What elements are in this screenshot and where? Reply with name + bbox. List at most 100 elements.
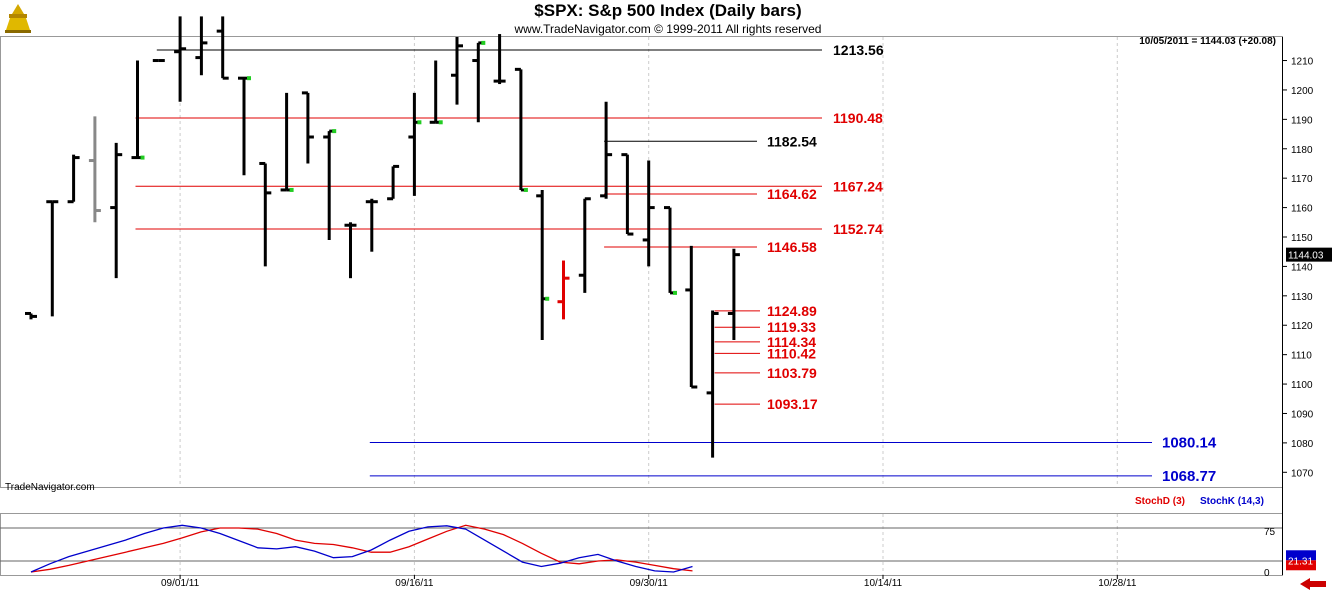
ohlc-bar	[238, 76, 251, 176]
level-label: 1152.74	[833, 221, 883, 237]
ohlc-bar	[46, 200, 59, 317]
y-tick-label: 1140	[1291, 262, 1313, 273]
legend-stochk: StochK (14,3)	[1200, 496, 1264, 507]
level-label: 1124.89	[767, 303, 817, 319]
level-lines: 1213.56 1190.48 1182.54 1167.24 1164.62 1152.…	[135, 42, 1217, 485]
level-label: 1110.42	[767, 345, 816, 361]
y-tick-label: 1200	[1291, 86, 1314, 97]
ohlc-bar	[706, 310, 719, 458]
y-tick-label: 1190	[1291, 115, 1313, 126]
ohlc-bar	[514, 67, 528, 192]
level-label: 1164.62	[767, 186, 817, 202]
scroll-right-arrow-icon[interactable]	[1300, 578, 1326, 590]
indicator-panel-frame	[0, 513, 1283, 576]
signal-marker	[438, 120, 443, 125]
ohlc-bar	[216, 16, 229, 80]
grid	[0, 36, 1283, 576]
ohlc-bar	[88, 116, 101, 223]
y-tick-label: 1120	[1291, 321, 1313, 332]
x-tick-label: 09/16/11	[395, 578, 434, 589]
price-bars	[25, 16, 740, 458]
ohlc-bar	[323, 129, 337, 240]
stoch-last-label: 21.31	[1288, 556, 1313, 567]
ohlc-bar	[493, 34, 506, 85]
y-tick-label: 1100	[1291, 380, 1313, 391]
ohlc-bar	[451, 37, 463, 105]
y-tick-label: 1110	[1291, 351, 1312, 362]
ohlc-bar	[664, 206, 677, 295]
tradenavigator-logo-icon[interactable]	[2, 2, 34, 34]
signal-marker	[247, 76, 251, 81]
stochastic-panel: 0 75 21.31	[0, 524, 1316, 579]
ohlc-bar	[67, 154, 80, 204]
signal-marker	[332, 129, 337, 134]
copyright-text: www.TradeNavigator.com © 1999-2011 All r…	[514, 22, 822, 36]
last-price-label: 1144.03	[1288, 251, 1324, 262]
ohlc-bar	[195, 16, 208, 76]
stoch-y-tick-label: 75	[1264, 527, 1276, 538]
ohlc-bar	[174, 16, 187, 102]
ohlc-bar	[259, 161, 272, 267]
stoch-y-tick-label: 0	[1264, 568, 1270, 579]
level-label: 1182.54	[767, 133, 817, 149]
level-label: 1167.24	[833, 178, 883, 194]
y-tick-label: 1210	[1291, 57, 1314, 68]
chart-title: $SPX: S&p 500 Index (Daily bars)	[534, 1, 802, 20]
y-tick-label: 1180	[1291, 145, 1313, 156]
ohlc-bar	[408, 92, 422, 196]
main-panel-frame	[0, 36, 1283, 488]
level-label: 1119.33	[767, 319, 816, 335]
level-label: 1068.77	[1162, 468, 1216, 485]
last-price-marker	[1286, 247, 1332, 262]
y-tick-label: 1150	[1291, 233, 1313, 244]
ohlc-bar	[536, 189, 550, 340]
ohlc-bar	[25, 311, 37, 320]
watermark: TradeNavigator.com	[5, 482, 95, 493]
y-tick-label: 1090	[1291, 409, 1314, 420]
ohlc-bar	[600, 101, 613, 199]
ohlc-bar	[642, 160, 655, 267]
x-tick-label: 09/30/11	[630, 578, 669, 589]
level-label: 1103.79	[767, 365, 817, 381]
ohlc-bar	[365, 198, 378, 252]
ohlc-bar	[280, 92, 294, 192]
x-tick-label: 10/14/11	[864, 578, 903, 589]
level-label: 1190.48	[833, 110, 883, 126]
level-label: 1080.14	[1162, 434, 1217, 451]
y-tick-label: 1160	[1291, 204, 1313, 215]
ohlc-bar	[557, 260, 570, 320]
ohlc-bar	[621, 153, 634, 236]
signal-marker	[545, 296, 550, 301]
y-tick-label: 1130	[1291, 292, 1313, 303]
ohlc-bar	[578, 197, 591, 293]
ohlc-bar	[344, 222, 357, 279]
level-label: 1213.56	[833, 42, 884, 58]
level-label: 1146.58	[767, 239, 817, 255]
last-price-readout: 10/05/2011 = 1144.03 (+20.08)	[1139, 36, 1276, 47]
signal-marker	[289, 187, 294, 192]
level-label: 1114.34	[767, 334, 816, 350]
y-tick-label: 1080	[1291, 439, 1314, 450]
stochd-last-marker	[1286, 560, 1316, 571]
y-tick-label: 1070	[1291, 468, 1314, 479]
stoch-series-line	[30, 524, 693, 573]
ohlc-bar	[727, 248, 740, 340]
ohlc-bar	[301, 91, 314, 164]
stoch-series-line	[30, 524, 693, 573]
signal-marker	[673, 290, 677, 295]
x-tick-label: 09/01/11	[161, 578, 200, 589]
ohlc-bar	[429, 60, 443, 125]
ohlc-bar	[685, 245, 698, 389]
price-axis: 1070 1080 1090 1100 1110 1120 1130 1140 1150 1160…	[1282, 37, 1332, 575]
date-axis: 09/01/11 09/16/11 09/30/11 10/14/11 10/28/11	[161, 575, 1326, 590]
legend-stochd: StochD (3)	[1135, 496, 1185, 507]
ohlc-bar	[131, 60, 145, 160]
level-label: 1093.17	[767, 396, 818, 412]
ohlc-bar	[110, 142, 123, 279]
signal-marker	[481, 40, 486, 45]
signal-marker	[523, 187, 528, 192]
x-tick-label: 10/28/11	[1098, 578, 1137, 589]
stochk-last-marker	[1286, 550, 1316, 561]
signal-marker	[140, 155, 145, 160]
